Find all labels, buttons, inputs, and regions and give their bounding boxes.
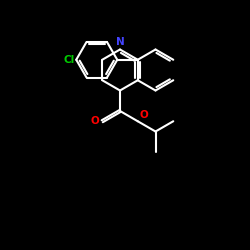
Text: O: O — [139, 110, 148, 120]
Text: Cl: Cl — [63, 55, 74, 65]
Text: O: O — [91, 116, 100, 126]
Text: N: N — [116, 36, 124, 46]
